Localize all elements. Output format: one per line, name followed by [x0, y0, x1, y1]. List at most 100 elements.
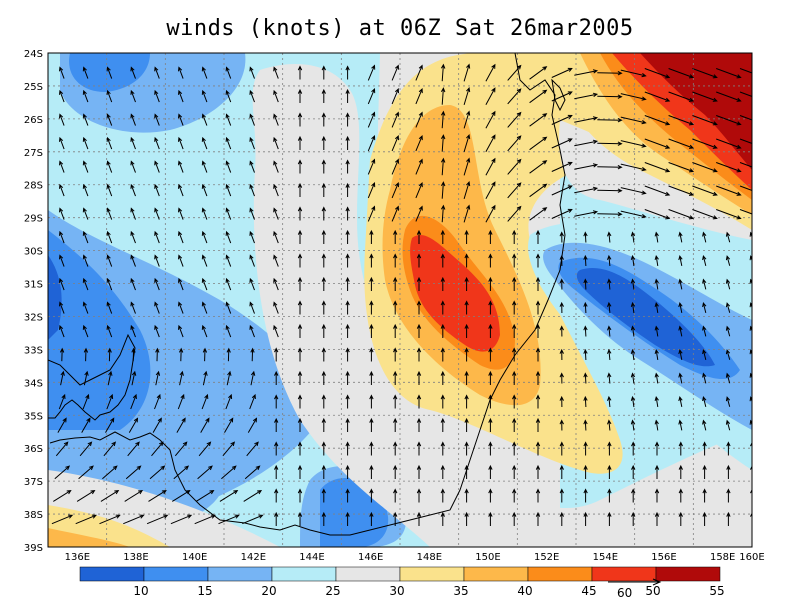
- wind-arrow: [464, 464, 469, 479]
- wind-arrow: [583, 511, 588, 526]
- wind-arrow: [644, 91, 671, 102]
- wind-arrow: [440, 394, 445, 409]
- colorbar-swatch: [399, 566, 465, 582]
- wind-arrow: [750, 512, 752, 526]
- wind-arrow: [297, 370, 303, 385]
- wind-arrow: [345, 394, 350, 409]
- wind-arrow: [464, 488, 469, 503]
- latitude-label: 36S: [24, 444, 43, 455]
- wind-arrow: [678, 395, 683, 407]
- wind-arrow: [201, 301, 208, 314]
- wind-arrow: [225, 207, 232, 220]
- wind-arrow: [749, 396, 752, 404]
- wind-arrow: [440, 253, 445, 268]
- wind-arrow: [130, 136, 136, 150]
- wind-arrow: [59, 207, 65, 220]
- wind-arrow: [99, 514, 121, 525]
- wind-arrow: [273, 66, 279, 79]
- wind-arrow: [55, 441, 69, 457]
- wind-arrow: [702, 511, 707, 526]
- wind-arrow: [559, 372, 564, 384]
- wind-arrow: [369, 488, 374, 503]
- wind-arrow: [78, 465, 94, 480]
- wind-arrow: [345, 300, 350, 315]
- wind-arrow: [59, 347, 65, 362]
- wind-arrow: [463, 157, 471, 176]
- wind-arrow: [692, 68, 718, 79]
- wind-arrow: [749, 278, 752, 286]
- wind-arrow: [726, 511, 731, 526]
- wind-arrow: [415, 182, 423, 199]
- wind-arrow: [678, 488, 683, 503]
- wind-arrow: [249, 136, 255, 150]
- wind-arrow: [247, 417, 258, 433]
- wind-arrow: [488, 417, 493, 432]
- wind-arrow: [130, 254, 136, 267]
- wind-arrow: [416, 276, 422, 291]
- wind-arrow: [59, 136, 65, 150]
- wind-arrow: [551, 185, 573, 196]
- wind-arrow: [739, 185, 752, 191]
- wind-arrow: [692, 91, 718, 102]
- wind-arrow: [201, 183, 208, 197]
- colorbar-swatch: [79, 566, 145, 582]
- wind-arrow: [106, 324, 113, 338]
- wind-arrow: [244, 465, 261, 480]
- wind-arrow: [273, 183, 279, 197]
- wind-arrow: [321, 464, 326, 479]
- wind-arrow: [321, 488, 326, 503]
- wind-arrow: [559, 348, 564, 361]
- wind-arrow: [630, 301, 636, 314]
- wind-arrow: [654, 464, 660, 479]
- wind-arrow: [195, 490, 215, 502]
- wind-arrow: [630, 278, 636, 290]
- wind-arrow: [201, 207, 208, 220]
- wind-arrow: [415, 64, 423, 81]
- wind-arrow: [393, 323, 398, 338]
- wind-arrow: [749, 325, 752, 333]
- wind-arrow: [226, 370, 232, 386]
- wind-arrow: [82, 230, 89, 244]
- wind-arrow: [321, 112, 326, 127]
- wind-arrow: [654, 441, 660, 456]
- wind-arrow: [415, 135, 423, 152]
- wind-arrow: [345, 417, 350, 432]
- wind-arrow: [440, 157, 446, 176]
- wind-arrow: [620, 187, 647, 195]
- wind-arrow: [198, 441, 212, 457]
- wind-arrow: [512, 276, 517, 291]
- wind-arrow: [249, 89, 255, 103]
- wind-arrow: [440, 441, 445, 456]
- wind-arrow: [529, 160, 548, 174]
- wind-arrow: [154, 254, 160, 267]
- wind-arrow: [678, 325, 683, 337]
- wind-arrow: [130, 160, 136, 173]
- wind-arrow: [369, 323, 374, 338]
- wind-arrow: [716, 185, 742, 196]
- wind-arrow: [130, 207, 136, 220]
- wind-arrow: [218, 514, 240, 525]
- wind-arrow: [559, 488, 564, 503]
- wind-arrow: [345, 441, 350, 456]
- wind-arrow: [106, 89, 113, 103]
- wind-arrow: [82, 254, 89, 267]
- wind-arrow: [488, 323, 493, 338]
- wind-arrow: [154, 277, 160, 291]
- wind-arrow: [130, 89, 136, 103]
- wind-arrow: [416, 347, 422, 362]
- longitude-label: 146E: [358, 552, 383, 563]
- wind-arrow: [391, 135, 399, 152]
- wind-arrow: [440, 370, 445, 385]
- wind-arrow: [82, 183, 89, 197]
- wind-arrow: [725, 231, 731, 243]
- wind-arrow: [630, 231, 636, 243]
- wind-arrow: [535, 276, 541, 291]
- wind-arrow: [274, 370, 279, 385]
- wind-arrow: [559, 395, 564, 408]
- wind-arrow: [59, 254, 65, 267]
- wind-arrow: [702, 278, 707, 290]
- wind-arrow: [321, 182, 326, 197]
- wind-arrow: [512, 300, 517, 315]
- wind-arrow: [174, 441, 188, 457]
- wind-arrow: [221, 465, 237, 480]
